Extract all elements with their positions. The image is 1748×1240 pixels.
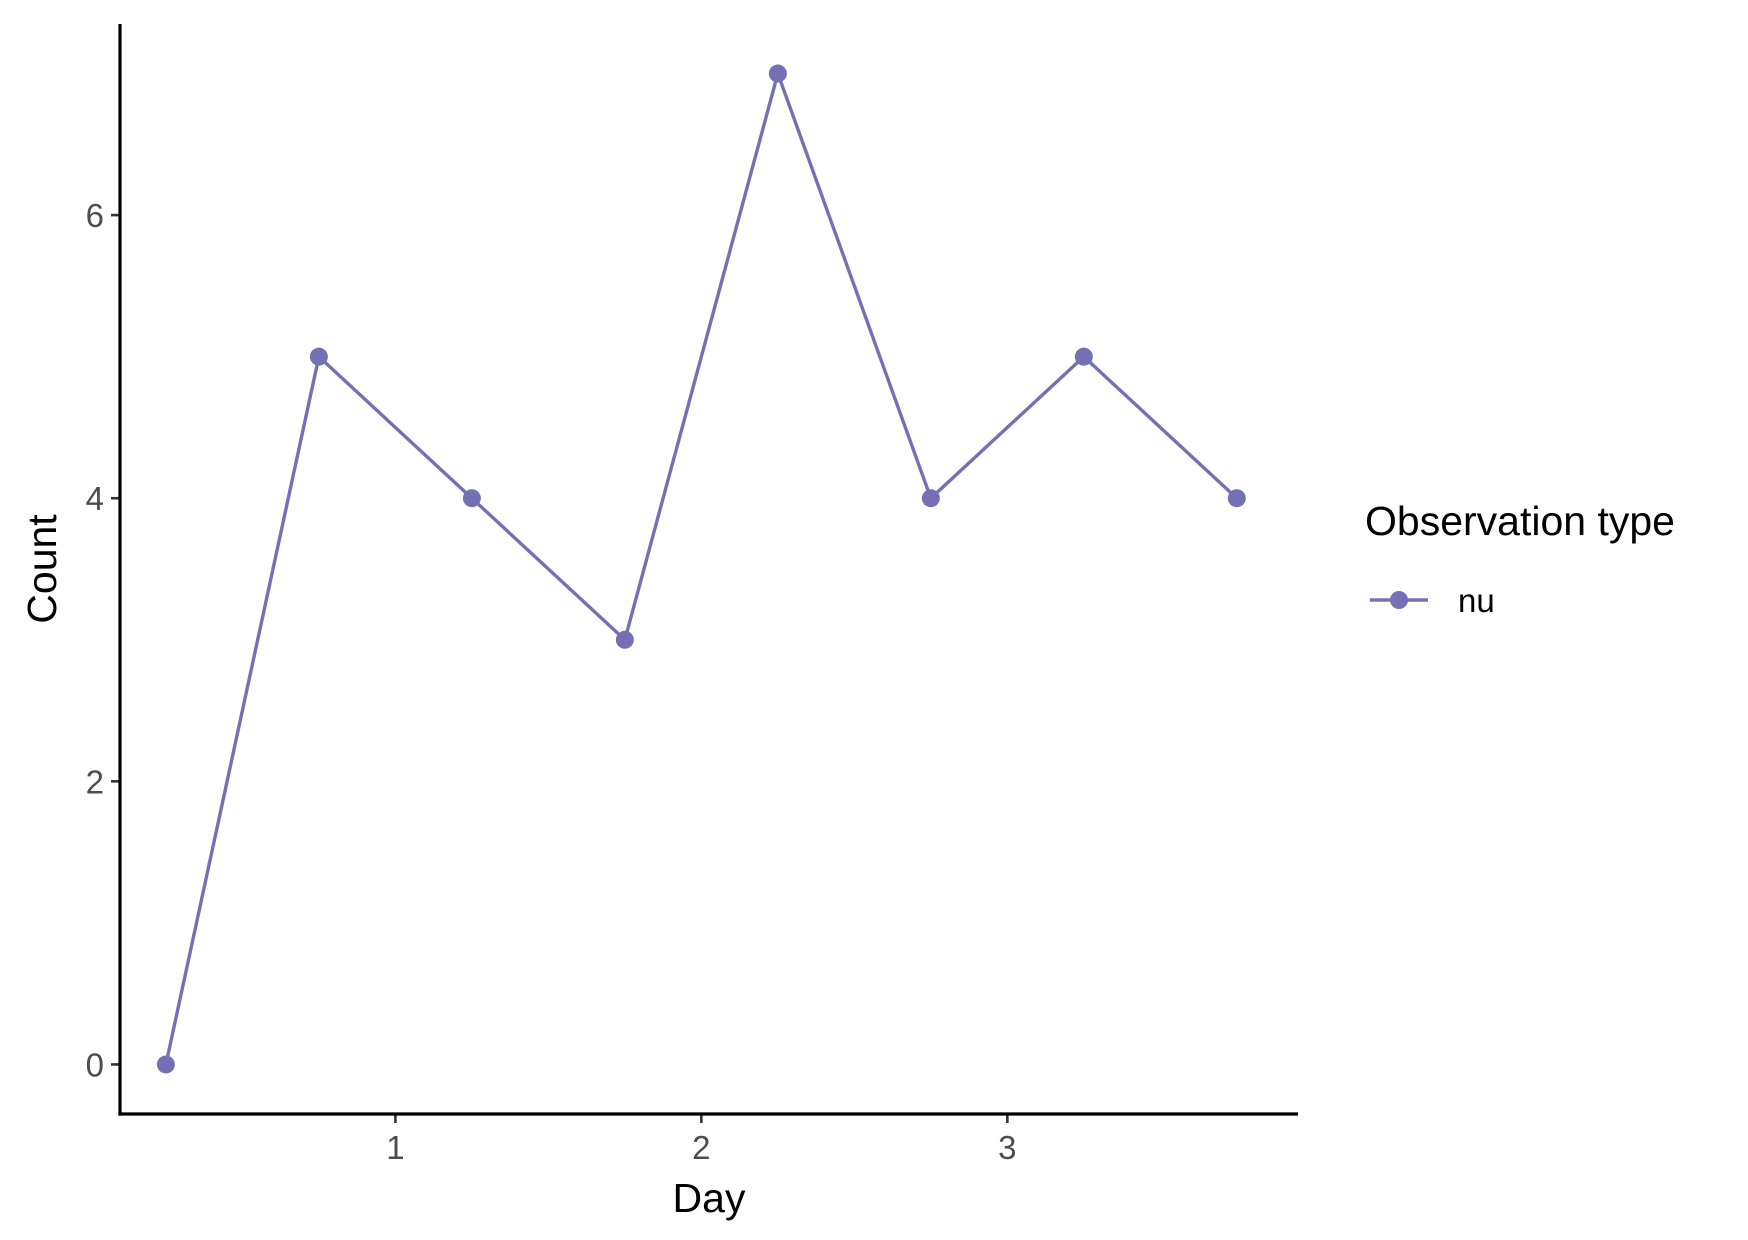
y-axis-ticks: 0 2 4 6 bbox=[86, 197, 120, 1083]
legend-key-point bbox=[1390, 591, 1408, 609]
legend-title: Observation type bbox=[1365, 498, 1675, 544]
x-tick-label: 1 bbox=[386, 1129, 404, 1166]
data-point bbox=[768, 64, 787, 83]
x-axis-ticks: 1 2 3 bbox=[386, 1114, 1017, 1166]
legend: Observation type nu bbox=[1365, 498, 1675, 619]
y-tick-label: 2 bbox=[86, 763, 104, 800]
y-tick-label: 0 bbox=[86, 1046, 104, 1083]
y-axis-title: Count bbox=[19, 514, 65, 624]
x-tick-label: 2 bbox=[692, 1129, 710, 1166]
data-point bbox=[615, 630, 634, 649]
data-point bbox=[462, 489, 481, 508]
y-tick-label: 6 bbox=[86, 197, 104, 234]
data-point bbox=[1074, 347, 1093, 366]
legend-label: nu bbox=[1458, 582, 1495, 619]
y-tick-label: 4 bbox=[86, 480, 104, 517]
data-point bbox=[1227, 489, 1246, 508]
x-axis-title: Day bbox=[673, 1175, 746, 1221]
x-tick-label: 3 bbox=[998, 1129, 1016, 1166]
data-point bbox=[309, 347, 328, 366]
data-point bbox=[156, 1055, 175, 1074]
series-layer bbox=[156, 64, 1246, 1074]
series-line-nu bbox=[164, 71, 1238, 1065]
data-point bbox=[921, 489, 940, 508]
